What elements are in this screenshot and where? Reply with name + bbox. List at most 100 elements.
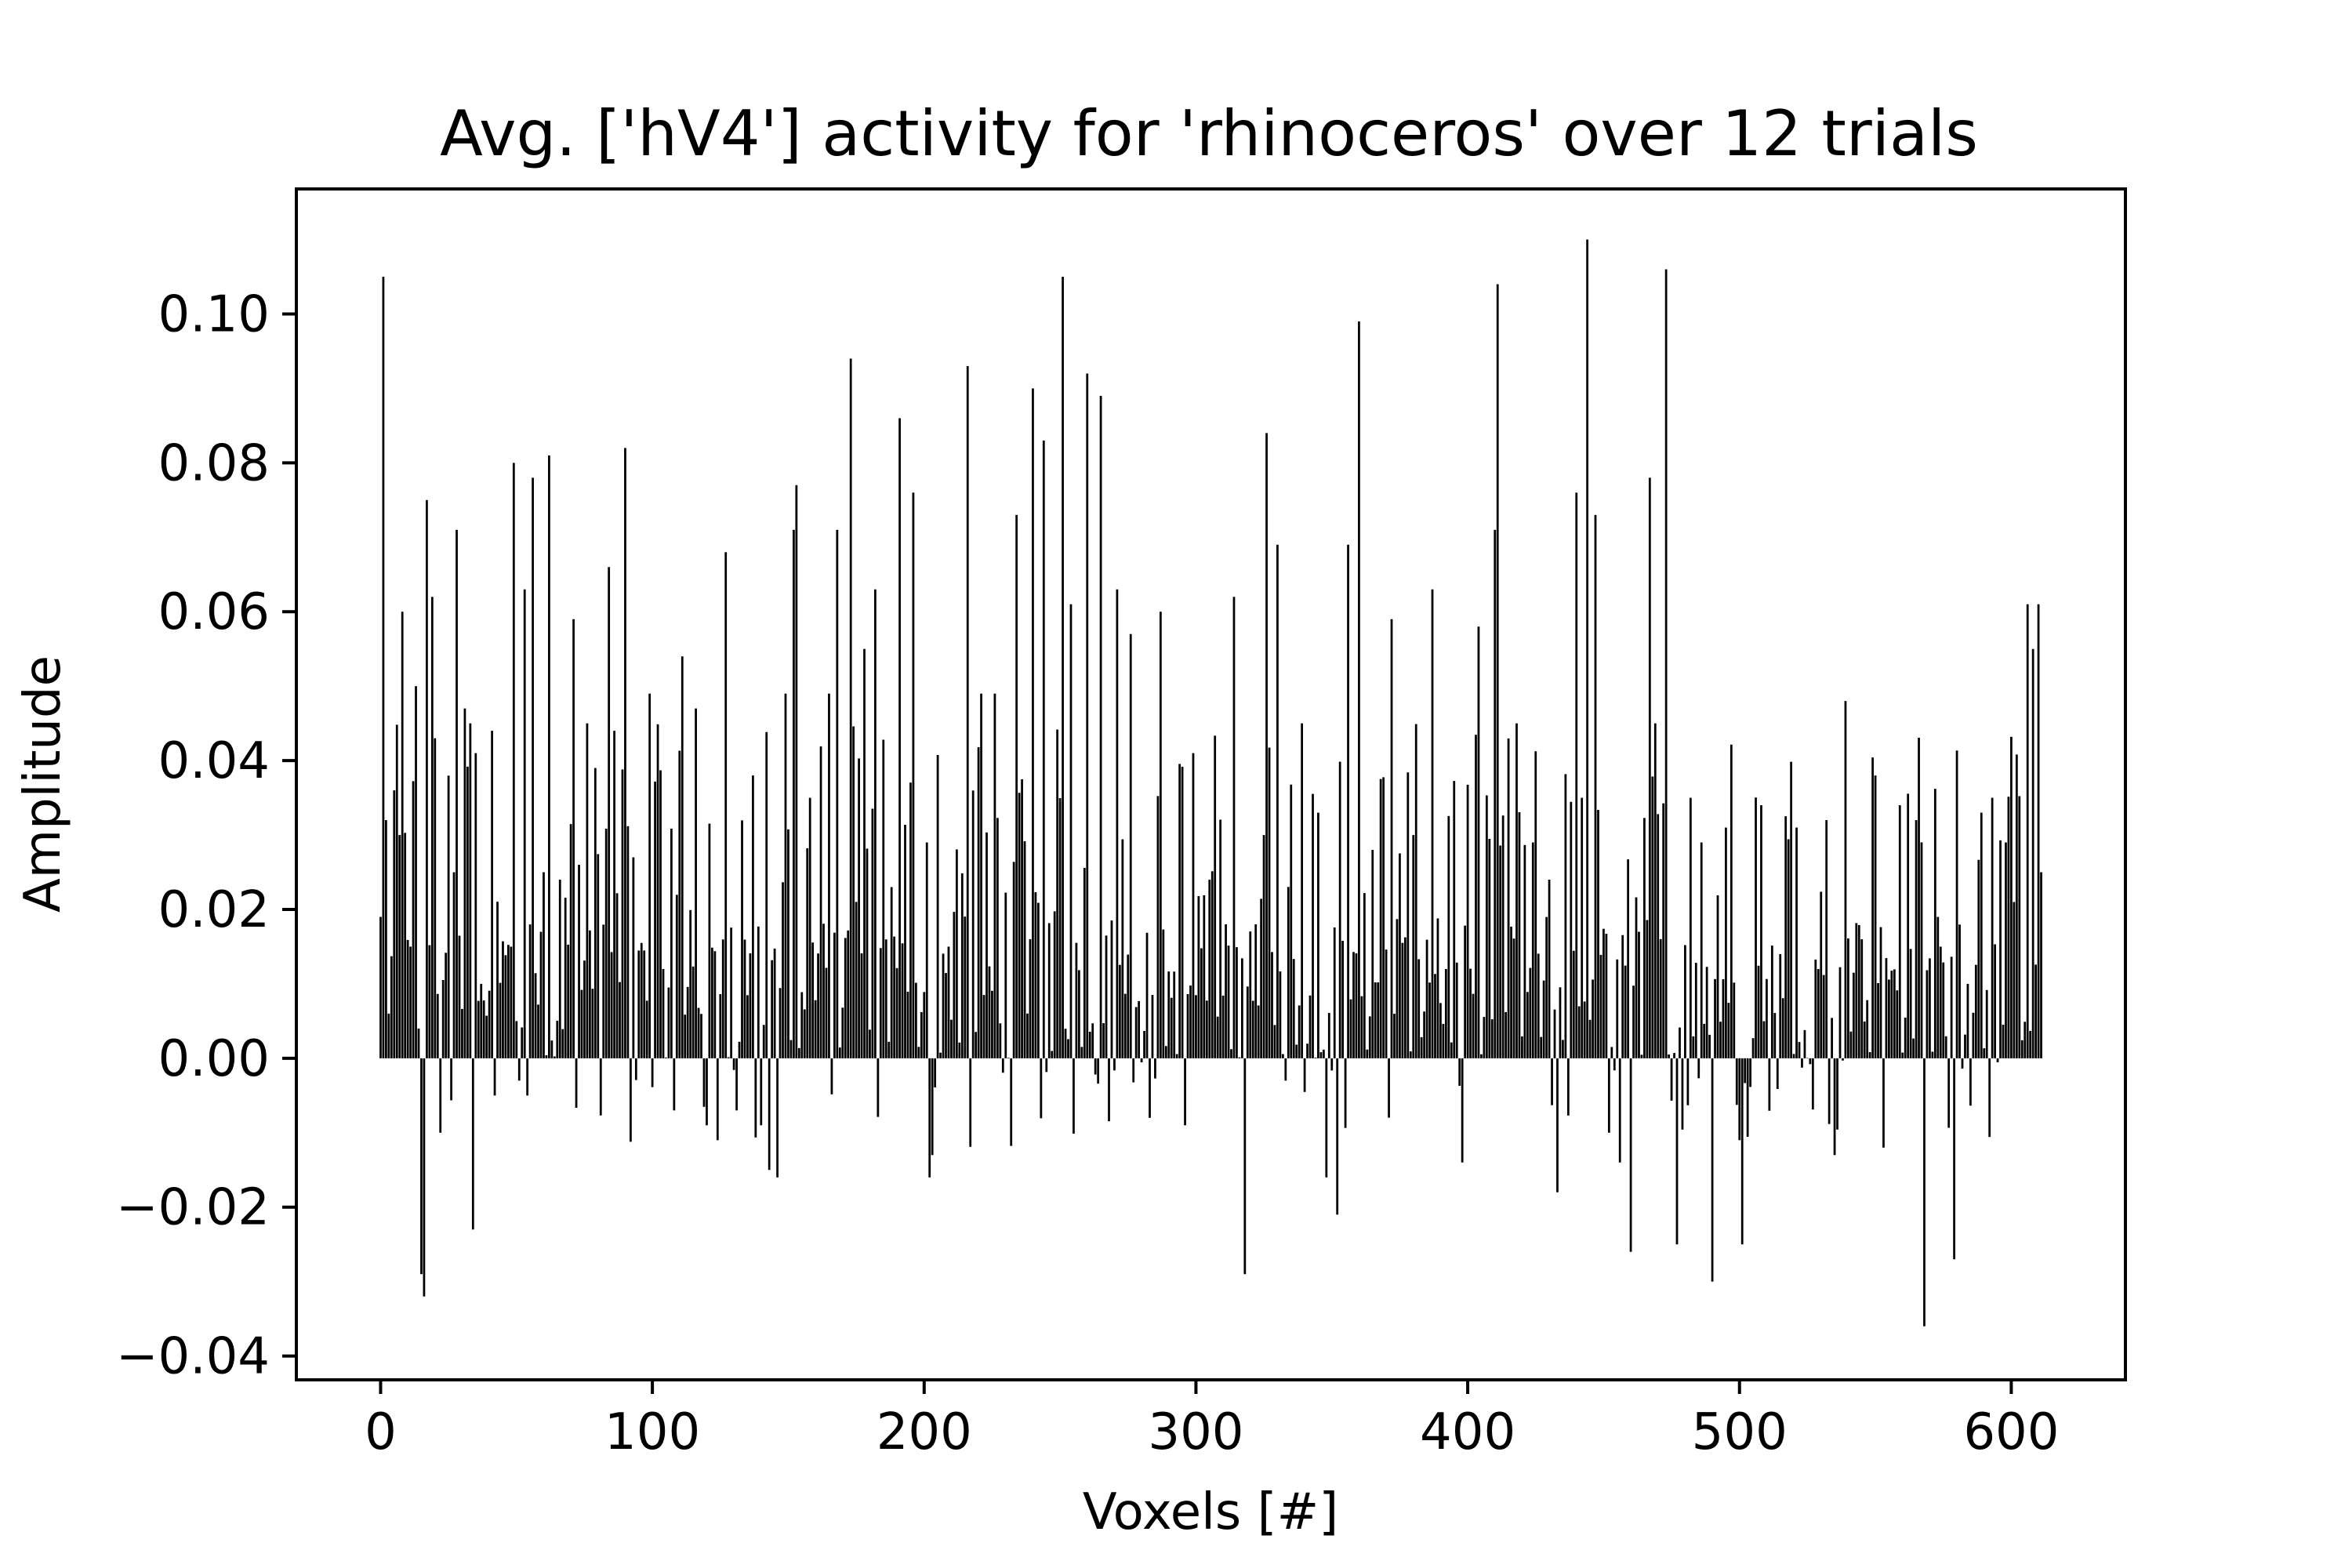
bar	[1939, 946, 1942, 1058]
y-tick-label: 0.06	[158, 583, 270, 641]
bar	[890, 887, 893, 1058]
bar	[2031, 648, 2034, 1058]
bar	[1572, 950, 1575, 1058]
bar	[1197, 896, 1200, 1058]
bar	[1562, 1040, 1564, 1058]
bar	[406, 939, 409, 1058]
bar	[1953, 1058, 1955, 1260]
bar	[1719, 1022, 1722, 1058]
bar	[1838, 967, 1842, 1058]
bar	[787, 829, 789, 1058]
bar	[697, 1007, 700, 1058]
bar	[1257, 1005, 1260, 1058]
bar	[586, 723, 589, 1058]
bar	[491, 731, 493, 1058]
bar	[1189, 985, 1192, 1058]
bar	[1602, 928, 1605, 1058]
bar	[1170, 997, 1173, 1058]
bar	[873, 589, 877, 1058]
bar	[477, 1000, 480, 1058]
bar	[583, 960, 586, 1058]
bar	[637, 950, 641, 1058]
bar	[1053, 911, 1056, 1058]
bar	[996, 818, 999, 1058]
bar	[1162, 929, 1165, 1058]
bar	[1966, 983, 1969, 1058]
bar	[855, 902, 858, 1058]
bar	[504, 955, 507, 1058]
bar	[1083, 867, 1086, 1058]
bar	[1488, 838, 1491, 1058]
bar	[439, 1058, 442, 1133]
bar	[702, 1058, 706, 1107]
bar	[1301, 723, 1304, 1058]
bar	[1697, 1058, 1700, 1079]
bar	[553, 1056, 556, 1058]
bar	[1795, 827, 1798, 1058]
bar	[1825, 820, 1828, 1058]
bar	[1499, 845, 1502, 1058]
bar	[1062, 277, 1064, 1058]
bar	[1134, 1007, 1138, 1058]
bar	[928, 1058, 931, 1178]
bar	[1801, 1058, 1803, 1068]
bar	[1303, 1058, 1306, 1092]
bar	[1725, 827, 1727, 1058]
bar	[847, 930, 850, 1058]
bar	[1828, 1058, 1831, 1124]
bar	[1920, 842, 1923, 1058]
bar	[901, 943, 904, 1058]
bar	[1015, 514, 1018, 1058]
bar	[771, 960, 774, 1058]
bar	[2013, 902, 2016, 1058]
bar	[385, 820, 387, 1058]
bar	[713, 951, 717, 1058]
bar	[1184, 1058, 1186, 1126]
bar	[964, 916, 967, 1058]
bar	[1379, 779, 1382, 1058]
bar	[640, 942, 643, 1058]
bar	[817, 953, 819, 1058]
bar	[1018, 793, 1021, 1058]
bar	[887, 1041, 891, 1058]
bar	[1798, 1042, 1801, 1058]
bar	[1588, 1019, 1592, 1058]
bar	[749, 953, 752, 1058]
bar	[1164, 1046, 1167, 1058]
bar	[1766, 978, 1768, 1058]
bar	[1673, 1053, 1675, 1058]
bar	[795, 485, 798, 1058]
bar	[673, 1058, 676, 1111]
y-axis-label: Amplitude	[14, 655, 72, 913]
bar	[860, 953, 863, 1058]
bar	[1847, 938, 1849, 1058]
bar	[1526, 992, 1529, 1058]
bar	[1366, 1049, 1369, 1058]
bar	[719, 994, 722, 1058]
bar	[776, 1058, 779, 1178]
bar	[1638, 931, 1640, 1058]
bar	[1651, 776, 1654, 1058]
bar	[409, 946, 412, 1058]
bar	[2007, 797, 2010, 1058]
bar	[667, 987, 670, 1058]
bar	[1632, 985, 1635, 1058]
bar	[711, 947, 713, 1058]
bar	[814, 1000, 817, 1058]
bar	[1156, 796, 1160, 1058]
bar	[1933, 789, 1936, 1058]
bar	[1648, 477, 1651, 1058]
bar	[548, 455, 550, 1058]
bar	[849, 358, 852, 1058]
bar	[1086, 373, 1089, 1058]
bar	[1312, 793, 1314, 1058]
bar	[1621, 935, 1624, 1058]
bar	[471, 1058, 474, 1230]
bar	[1388, 1058, 1390, 1118]
bar	[1385, 949, 1388, 1058]
bar	[1888, 979, 1890, 1058]
bar	[1067, 1039, 1069, 1058]
bar	[1679, 1027, 1681, 1058]
bar	[1806, 1058, 1809, 1059]
bar	[863, 648, 866, 1058]
